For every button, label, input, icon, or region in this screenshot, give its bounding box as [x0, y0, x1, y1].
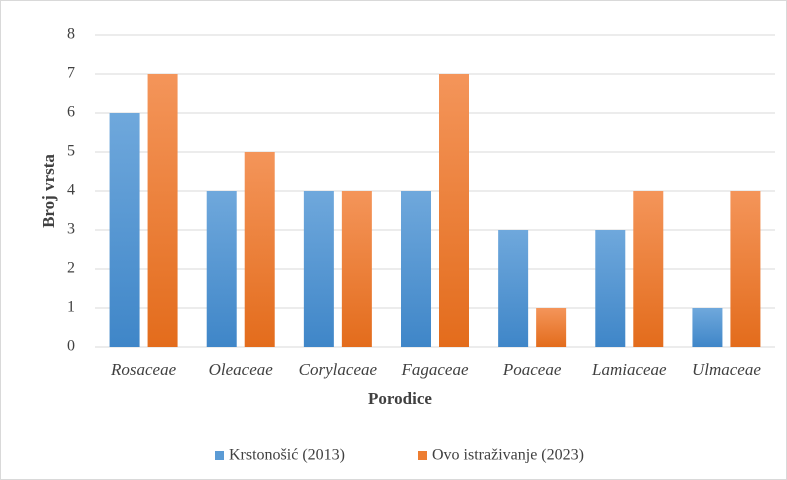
y-tick-label: 8	[67, 26, 75, 43]
legend-label: Ovo istraživanje (2023)	[432, 447, 584, 464]
legend-swatch	[418, 451, 427, 460]
bar	[439, 74, 469, 347]
bar	[303, 191, 334, 347]
bar	[595, 230, 626, 347]
bar	[536, 308, 567, 347]
x-tick-label: Lamiaceae	[591, 360, 667, 379]
y-axis-title: Broj vrsta	[39, 154, 58, 228]
bar	[147, 74, 178, 347]
y-tick-label: 6	[67, 104, 75, 121]
x-axis-title: Porodice	[368, 389, 432, 408]
x-tick-label: Oleaceae	[209, 360, 274, 379]
bar	[692, 308, 723, 347]
x-tick-label: Poaceae	[502, 360, 562, 379]
y-tick-label: 2	[67, 260, 75, 277]
bar	[206, 191, 237, 347]
x-tick-label: Fagaceae	[400, 360, 468, 379]
legend-label: Krstonošić (2013)	[229, 447, 345, 464]
bar	[341, 191, 372, 347]
y-tick-label: 0	[67, 338, 75, 355]
x-tick-label: Rosaceae	[110, 360, 177, 379]
y-tick-label: 7	[67, 65, 75, 82]
bar	[244, 152, 275, 347]
y-tick-label: 5	[67, 143, 75, 160]
bar	[633, 191, 664, 347]
y-tick-label: 3	[67, 221, 75, 238]
legend-swatch	[215, 451, 224, 460]
bar	[109, 113, 140, 347]
bar	[498, 230, 529, 347]
y-tick-label: 4	[67, 182, 75, 199]
bar	[401, 191, 431, 347]
x-tick-label: Corylaceae	[299, 360, 378, 379]
x-tick-label: Ulmaceae	[692, 360, 761, 379]
y-tick-label: 1	[67, 299, 75, 316]
bar	[730, 191, 761, 347]
